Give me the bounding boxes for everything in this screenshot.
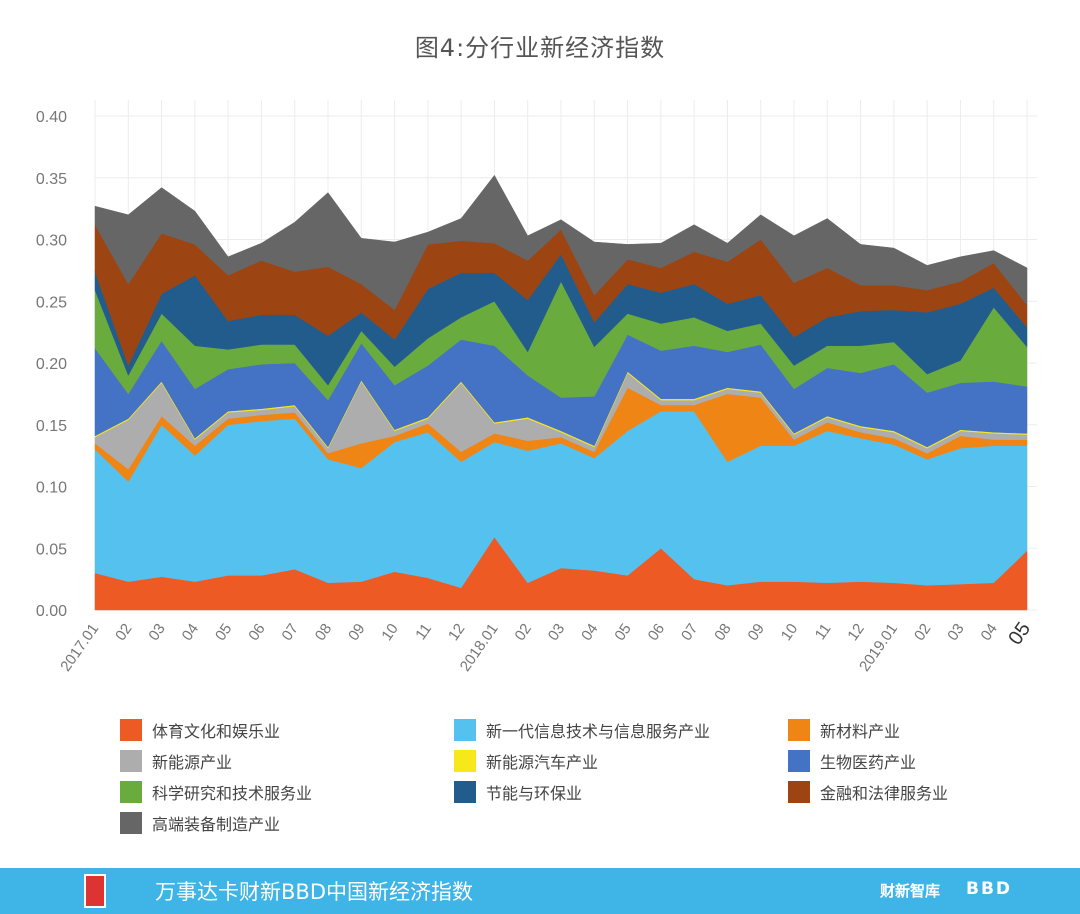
x-tick-label: 03	[545, 621, 568, 644]
x-tick-label: 06	[645, 621, 668, 644]
legend-swatch	[454, 750, 476, 772]
x-tick-label: 11	[412, 621, 435, 644]
legend-item: 科学研究和技术服务业	[120, 780, 312, 804]
legend-item: 生物医药产业	[788, 749, 916, 773]
x-tick-label: 08	[711, 621, 734, 644]
legend-label: 体育文化和娱乐业	[152, 722, 281, 741]
legend-label: 科学研究和技术服务业	[152, 784, 313, 803]
legend-item: 节能与环保业	[454, 780, 582, 804]
caixin-brand-logo: 财新智库	[880, 882, 941, 900]
series-area	[94, 174, 1028, 311]
x-tick-label: 10	[778, 621, 801, 644]
area-layer	[94, 174, 1028, 611]
legend-label: 高端装备制造产业	[152, 815, 281, 834]
bbd-brand-logo: BBD	[966, 879, 1013, 899]
x-tick-label: 06	[245, 621, 268, 644]
y-tick-label: 0.00	[36, 603, 67, 620]
legend-label: 新一代信息技术与信息服务产业	[486, 722, 711, 741]
legend-label: 金融和法律服务业	[820, 784, 949, 803]
legend-swatch	[454, 719, 476, 741]
legend-swatch	[120, 812, 142, 834]
y-tick-label: 0.30	[36, 233, 67, 250]
x-tick-label: 05	[212, 621, 235, 644]
y-tick-label: 0.15	[36, 418, 67, 435]
y-tick-label: 0.40	[36, 109, 67, 126]
y-tick-label: 0.35	[36, 171, 67, 188]
chart-title: 图4:分行业新经济指数	[414, 34, 666, 62]
x-tick-label: 07	[678, 621, 701, 644]
legend-label: 节能与环保业	[486, 784, 583, 803]
x-tick-label: 12	[445, 621, 468, 644]
x-tick-label: 05	[611, 621, 634, 644]
area-chart: 0.00 0.05 0.10 0.15 0.20 0.25 0.30 0.35 0.40 2017…	[36, 100, 1037, 675]
y-tick-label: 0.25	[36, 294, 67, 311]
legend-item: 体育文化和娱乐业	[120, 718, 280, 742]
legend-item: 新材料产业	[788, 718, 900, 742]
legend-item: 高端装备制造产业	[120, 811, 280, 835]
legend-item: 新能源汽车产业	[454, 749, 598, 773]
x-tick-label: 05	[1004, 618, 1035, 649]
legend-swatch	[120, 719, 142, 741]
x-tick-label: 08	[312, 621, 335, 644]
x-tick-label: 07	[278, 621, 301, 644]
footer-title: 万事达卡财新BBD中国新经济指数	[155, 880, 473, 904]
legend-item: 金融和法律服务业	[788, 780, 948, 804]
legend-swatch	[120, 750, 142, 772]
x-tick-label: 03	[944, 621, 967, 644]
x-tick-label: 11	[812, 621, 835, 644]
x-tick-label: 04	[977, 621, 1000, 644]
x-tick-label: 04	[578, 621, 601, 644]
legend-label: 新材料产业	[820, 722, 901, 741]
legend-swatch	[454, 781, 476, 803]
legend-label: 新能源汽车产业	[486, 753, 599, 772]
x-tick-label: 04	[179, 621, 202, 644]
legend-label: 新能源产业	[152, 753, 233, 772]
legend-swatch	[788, 719, 810, 741]
legend-item: 新一代信息技术与信息服务产业	[454, 718, 710, 742]
x-tick-label: 12	[844, 621, 867, 644]
legend-item: 新能源产业	[120, 749, 232, 773]
x-tick-label: 2017.01	[57, 621, 102, 675]
x-tick-label: 03	[145, 621, 168, 644]
footer-bar: 万事达卡财新BBD中国新经济指数 财新智库 BBD	[0, 868, 1080, 914]
legend-label: 生物医药产业	[820, 753, 917, 772]
x-tick-label: 10	[378, 621, 401, 644]
x-tick-label: 09	[744, 621, 767, 644]
x-tick-label: 02	[511, 621, 534, 644]
ne-index-logo-icon	[84, 874, 106, 908]
x-tick-label: 02	[112, 621, 135, 644]
x-tick-label: 09	[345, 621, 368, 644]
y-tick-label: 0.10	[36, 480, 67, 497]
y-tick-label: 0.20	[36, 356, 67, 373]
x-tick-label: 02	[911, 621, 934, 644]
legend-swatch	[120, 781, 142, 803]
legend-swatch	[788, 781, 810, 803]
y-tick-label: 0.05	[36, 541, 67, 558]
legend-swatch	[788, 750, 810, 772]
